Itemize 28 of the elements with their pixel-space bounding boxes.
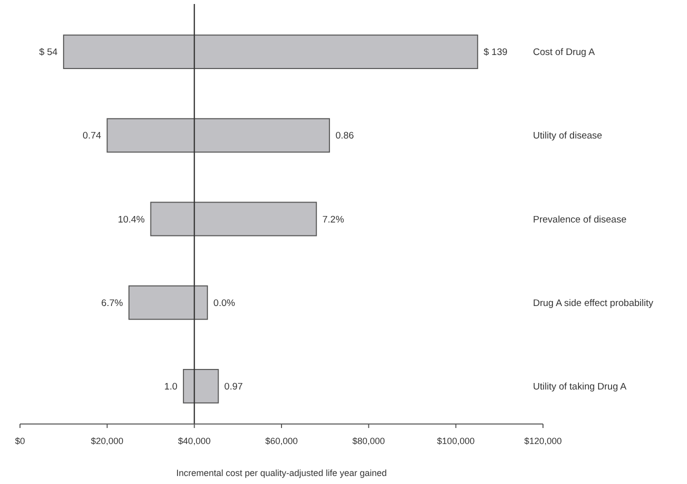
bar [63,34,478,70]
bar [182,368,219,404]
annotation: 6.7% [101,298,124,309]
annotation: $ 54 [39,47,58,58]
x-tick-label: $40,000 [178,436,211,446]
y-tick-label: Utility of taking Drug A [533,382,628,393]
annotation: 0.97 [224,382,243,393]
x-tick-label: $120,000 [524,436,562,446]
x-tick-label: $60,000 [265,436,298,446]
annotation: 10.4% [118,214,146,226]
y-tick-label: Drug A side effect probability [533,298,654,309]
x-tick-label: $0 [14,436,26,446]
bar [106,118,330,153]
annotation: $ 139 [484,47,508,58]
annotation: 7.2% [322,214,345,226]
x-tick-label: $100,000 [437,436,475,446]
y-tick-label: Cost of Drug A [533,47,596,58]
annotation: 0.86 [335,130,354,142]
x-tick-label: $20,000 [90,436,124,446]
annotation: 1.0 [164,382,178,393]
x-axis-title: Incremental cost per quality-adjusted life year gained [176,468,387,478]
annotation: 0.0% [213,298,236,309]
y-tick-label: Utility of disease [533,130,602,142]
x-tick-label: $80,000 [352,436,385,446]
annotation: 0.74 [82,130,102,142]
bar [150,202,317,236]
y-tick-label: Prevalence of disease [533,214,626,226]
bar [128,285,208,320]
